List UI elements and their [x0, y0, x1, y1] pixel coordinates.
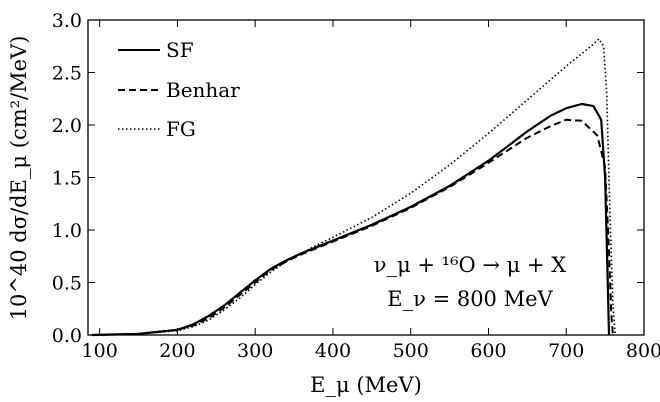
legend-label-sf: SF — [166, 38, 194, 62]
y-tick-label: 2.5 — [52, 63, 82, 85]
x-tick-label: 100 — [82, 340, 118, 362]
x-tick-label: 600 — [470, 340, 506, 362]
x-tick-label: 300 — [237, 340, 273, 362]
annotation-reaction: ν_μ + ¹⁶O → μ + X — [374, 253, 566, 277]
legend-label-benhar: Benhar — [166, 78, 240, 102]
x-tick-label: 500 — [393, 340, 429, 362]
axis-ticks: 100 200 300 400 500 600 700 800 0.0 0.5 1.0 1.5 2.0 2… — [52, 10, 660, 362]
x-tick-label: 700 — [548, 340, 584, 362]
x-tick-label: 800 — [626, 340, 660, 362]
legend: SF Benhar FG — [118, 38, 240, 141]
y-axis-title: 10^40 dσ/dE_μ (cm²/MeV) — [7, 36, 31, 321]
x-tick-label: 400 — [315, 340, 351, 362]
x-axis-title: E_μ (MeV) — [310, 373, 422, 397]
y-tick-label: 1.5 — [52, 168, 82, 190]
annotation-energy: E_ν = 800 MeV — [387, 287, 553, 311]
series-line-benhar — [91, 118, 614, 336]
y-tick-label: 0.0 — [52, 325, 82, 347]
y-tick-label: 2.0 — [52, 115, 82, 137]
y-tick-label: 0.5 — [52, 273, 82, 295]
legend-label-fg: FG — [166, 117, 196, 141]
x-tick-label: 200 — [159, 340, 195, 362]
y-tick-label: 1.0 — [52, 220, 82, 242]
series-lines — [91, 38, 616, 337]
series-line-fg — [91, 38, 616, 336]
plot-frame — [87, 19, 645, 336]
y-tick-label: 3.0 — [52, 10, 82, 32]
